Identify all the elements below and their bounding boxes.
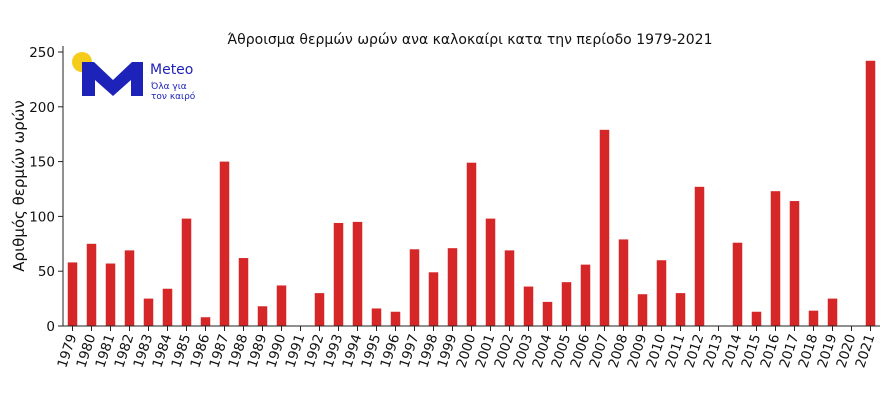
bar-2007 <box>599 129 610 326</box>
meteo-logo: Meteo Όλα για τον καιρό <box>72 52 196 102</box>
y-axis: 0 50 100 150 200 250 <box>29 45 64 335</box>
y-tick-label: 150 <box>29 155 55 171</box>
y-axis-label: Αριθμός θερμών ωρών <box>10 100 28 271</box>
logo-brand: Meteo <box>150 62 193 78</box>
bar-2011 <box>675 293 686 326</box>
bar-1979 <box>67 262 78 326</box>
logo-tagline-2: τον καιρό <box>151 91 196 102</box>
bar-1989 <box>257 306 268 326</box>
bar-2005 <box>561 282 572 326</box>
bars-group <box>67 60 876 326</box>
bar-2001 <box>485 218 496 326</box>
bar-2010 <box>656 260 667 326</box>
bar-2014 <box>732 242 743 326</box>
y-tick-label: 0 <box>46 319 55 335</box>
bar-1996 <box>390 311 401 326</box>
bar-2006 <box>580 264 591 326</box>
bar-1997 <box>409 249 420 326</box>
bar-2003 <box>523 286 534 326</box>
chart-title: Άθροισμα θερμών ωρών ανα καλοκαίρι κατα … <box>227 32 712 48</box>
bar-2017 <box>789 201 800 326</box>
bar-1993 <box>333 222 344 326</box>
bar-1986 <box>200 317 211 326</box>
bar-1995 <box>371 308 382 326</box>
logo-tagline-1: Όλα για <box>150 81 187 92</box>
bar-2016 <box>770 191 781 326</box>
bar-2002 <box>504 250 515 326</box>
bar-1984 <box>162 288 173 326</box>
m-logo-icon <box>82 62 143 96</box>
bar-2012 <box>694 186 705 326</box>
bar-1992 <box>314 293 325 326</box>
bar-1982 <box>124 250 135 326</box>
bar-2000 <box>466 162 477 326</box>
y-tick-label: 250 <box>29 45 55 61</box>
bar-2008 <box>618 239 629 326</box>
bar-1985 <box>181 218 192 326</box>
bar-1987 <box>219 161 230 326</box>
x-axis: 1979198019811982198319841985198619871988… <box>54 325 880 370</box>
bar-1981 <box>105 263 116 326</box>
bar-1990 <box>276 285 287 326</box>
y-tick-label: 100 <box>29 209 55 225</box>
bar-1998 <box>428 272 439 326</box>
bar-2018 <box>808 310 819 326</box>
bar-1983 <box>143 298 154 326</box>
bar-1994 <box>352 221 363 326</box>
bar-2019 <box>827 298 838 326</box>
bar-2004 <box>542 301 553 326</box>
bar-2021 <box>865 60 876 326</box>
bar-1988 <box>238 258 249 326</box>
bar-1999 <box>447 248 458 326</box>
bar-2009 <box>637 294 648 326</box>
bar-1980 <box>86 243 97 326</box>
bar-2015 <box>751 311 762 326</box>
y-tick-label: 200 <box>29 100 55 116</box>
y-tick-label: 50 <box>38 264 55 280</box>
